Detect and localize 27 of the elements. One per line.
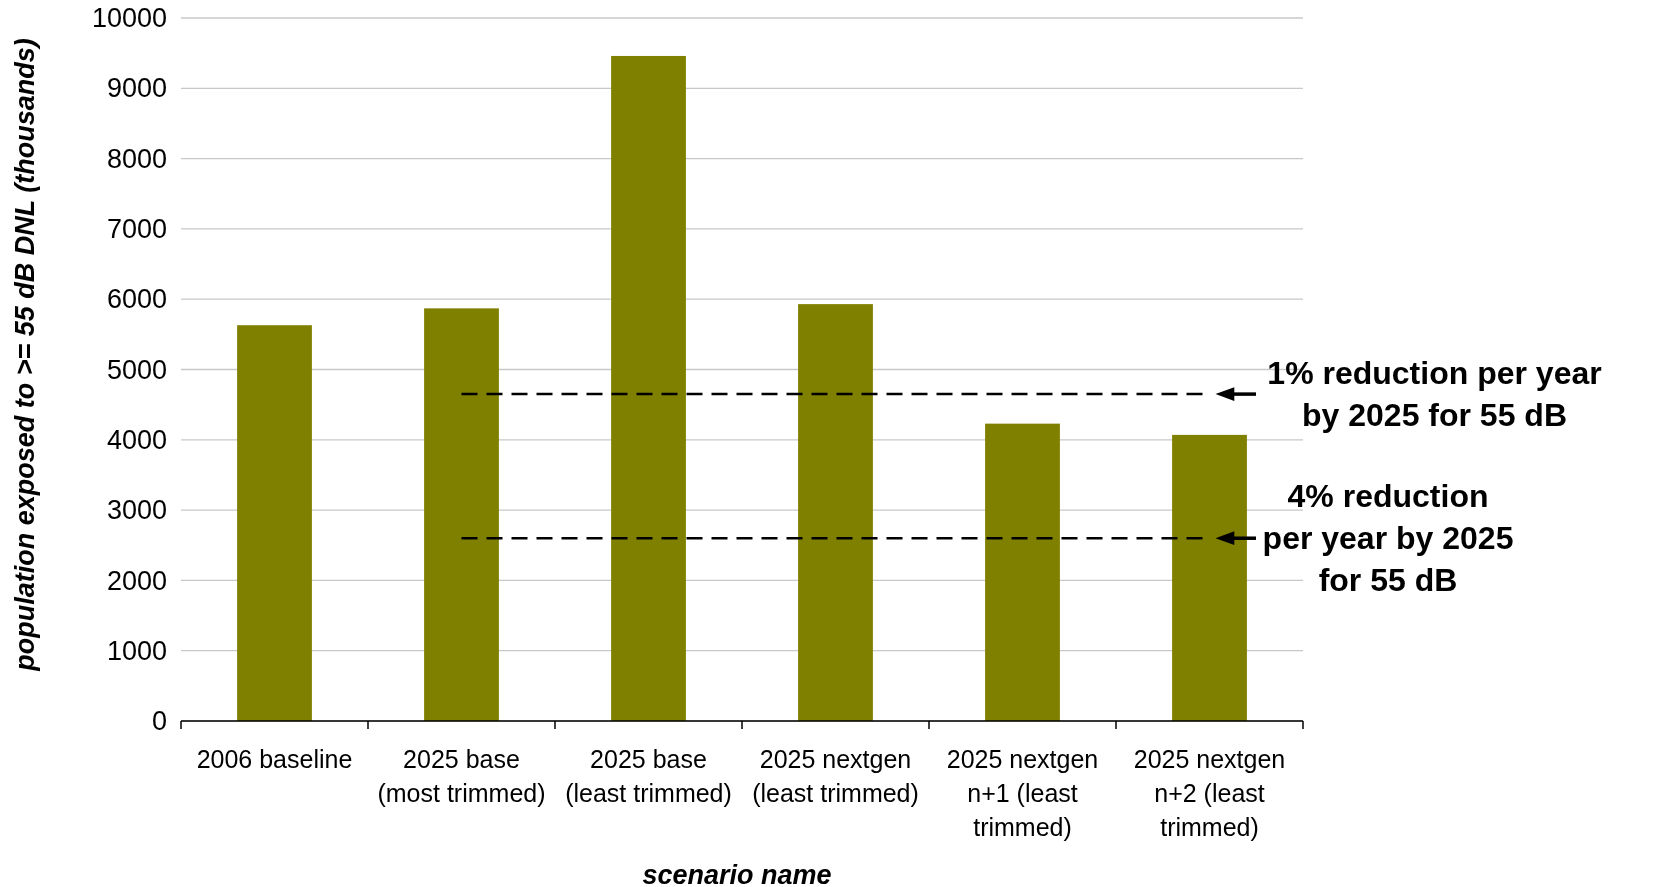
x-tick-label: 2025 base (most trimmed) [377,745,546,807]
bar [1172,434,1247,721]
bar [611,55,686,721]
y-tick-label: 2000 [106,565,167,596]
y-tick-label: 8000 [106,143,167,174]
y-tick-label: 5000 [106,354,167,385]
y-tick-label: 1000 [106,635,167,666]
y-axis-title: population exposed to >= 55 dB DNL (thousands) [10,38,40,672]
bar [985,423,1060,721]
ref-line-label: 1% reduction per year by 2025 for 55 dB [1267,355,1602,434]
bar [798,304,873,721]
bar [237,325,312,721]
x-tick-label: 2025 nextgen (least trimmed) [752,745,919,807]
y-tick-label: 0 [151,706,167,737]
x-tick-label: 2025 base (least trimmed) [565,745,732,807]
y-tick-label: 7000 [106,214,167,245]
bar [424,308,499,721]
x-tick-label: 2006 baseline [196,745,353,773]
x-axis-title: scenario name [642,860,832,887]
y-tick-label: 3000 [106,495,167,526]
y-tick-label: 6000 [106,284,167,315]
y-tick-label: 4000 [106,424,167,455]
y-tick-label: 9000 [106,73,167,104]
x-tick-label: 2025 nextgen n+1 (least trimmed) [946,745,1099,841]
ref-line-label: 4% reduction per year by 2025 for 55 dB [1262,478,1514,599]
x-tick-label: 2025 nextgen n+2 (least trimmed) [1133,745,1286,841]
y-tick-label: 10000 [91,3,167,34]
